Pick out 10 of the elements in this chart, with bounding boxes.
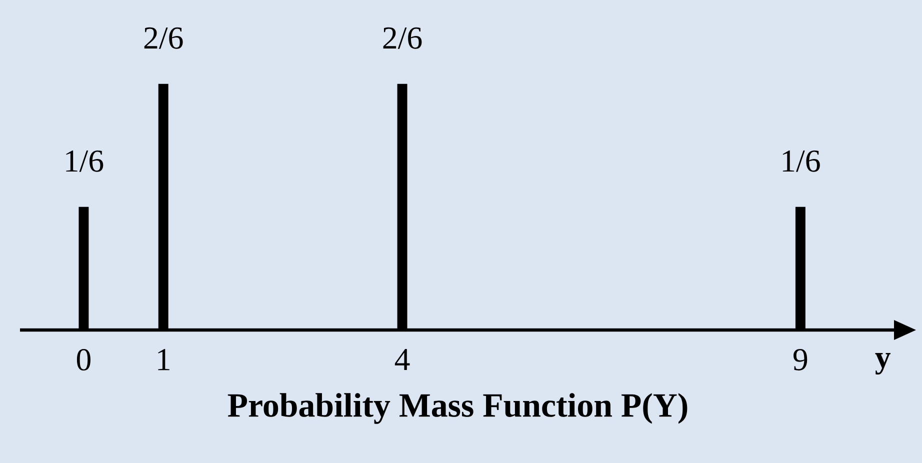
x-tick-label: 1 [158, 349, 170, 370]
text: Probability Mass Function P(Y) [228, 393, 688, 424]
x-axis-title: y [875, 353, 891, 375]
data-label: 1/6 [782, 150, 820, 172]
x-tick-label: 4 [394, 349, 410, 370]
x-tick-label: 9 [794, 349, 808, 370]
data-label: 2/6 [383, 27, 422, 49]
data-label: 1/6 [66, 150, 104, 172]
data-label: 2/6 [144, 27, 183, 49]
x-tick-label: 0 [76, 349, 90, 371]
